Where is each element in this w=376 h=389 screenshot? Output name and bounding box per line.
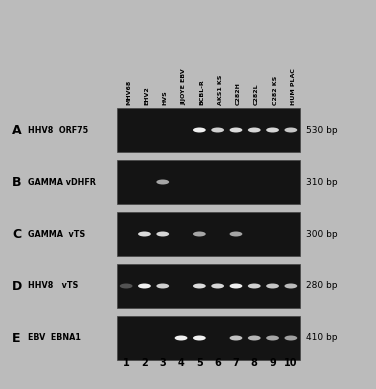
Text: 9: 9 (269, 358, 276, 368)
Ellipse shape (229, 335, 243, 340)
Ellipse shape (174, 335, 188, 340)
Text: 5: 5 (196, 358, 203, 368)
Ellipse shape (193, 231, 206, 237)
Text: EHV2: EHV2 (144, 86, 149, 105)
Ellipse shape (266, 335, 279, 340)
Text: 530 bp: 530 bp (306, 126, 338, 135)
Ellipse shape (156, 231, 169, 237)
Text: 1: 1 (123, 358, 129, 368)
Text: 6: 6 (214, 358, 221, 368)
Text: 3: 3 (159, 358, 166, 368)
Text: JIJOYE EBV: JIJOYE EBV (181, 68, 186, 105)
Text: 2: 2 (141, 358, 148, 368)
Text: HUM PLAC: HUM PLAC (291, 68, 296, 105)
Ellipse shape (229, 284, 243, 289)
Text: EBV  EBNA1: EBV EBNA1 (28, 333, 81, 342)
Ellipse shape (266, 128, 279, 133)
Ellipse shape (211, 284, 224, 289)
Ellipse shape (229, 128, 243, 133)
Text: HHV8  ORF75: HHV8 ORF75 (28, 126, 88, 135)
Text: 300 bp: 300 bp (306, 230, 338, 238)
Text: B: B (12, 175, 21, 189)
Text: 280 bp: 280 bp (306, 282, 338, 291)
Ellipse shape (285, 335, 297, 340)
Text: MHV68: MHV68 (126, 80, 131, 105)
Ellipse shape (156, 179, 169, 184)
Ellipse shape (248, 335, 261, 340)
Text: GAMMA  vTS: GAMMA vTS (28, 230, 85, 238)
Text: GAMMA vDHFR: GAMMA vDHFR (28, 177, 96, 186)
Ellipse shape (193, 128, 206, 133)
Text: C282H: C282H (236, 82, 241, 105)
Ellipse shape (138, 231, 151, 237)
Text: C: C (12, 228, 21, 240)
Text: BCBL-R: BCBL-R (199, 79, 204, 105)
Ellipse shape (248, 284, 261, 289)
Ellipse shape (229, 231, 243, 237)
Ellipse shape (156, 284, 169, 289)
Text: 410 bp: 410 bp (306, 333, 338, 342)
Text: 8: 8 (251, 358, 258, 368)
Ellipse shape (248, 128, 261, 133)
Bar (117, 160, 300, 204)
Text: 310 bp: 310 bp (306, 177, 338, 186)
Ellipse shape (120, 284, 133, 289)
Text: 7: 7 (233, 358, 240, 368)
Text: C282 KS: C282 KS (273, 76, 277, 105)
Bar (117, 108, 300, 152)
Bar (117, 212, 300, 256)
Text: C282L: C282L (254, 83, 259, 105)
Bar (117, 264, 300, 308)
Text: AKS1 KS: AKS1 KS (218, 75, 223, 105)
Ellipse shape (211, 128, 224, 133)
Ellipse shape (193, 335, 206, 340)
Text: D: D (12, 280, 22, 293)
Ellipse shape (138, 284, 151, 289)
Text: E: E (12, 331, 21, 345)
Ellipse shape (285, 128, 297, 133)
Ellipse shape (285, 284, 297, 289)
Ellipse shape (266, 284, 279, 289)
Bar (117, 316, 300, 360)
Text: HHV8   vTS: HHV8 vTS (28, 282, 78, 291)
Text: A: A (12, 123, 22, 137)
Text: 4: 4 (178, 358, 184, 368)
Ellipse shape (193, 284, 206, 289)
Text: HVS: HVS (163, 90, 168, 105)
Text: 10: 10 (284, 358, 297, 368)
